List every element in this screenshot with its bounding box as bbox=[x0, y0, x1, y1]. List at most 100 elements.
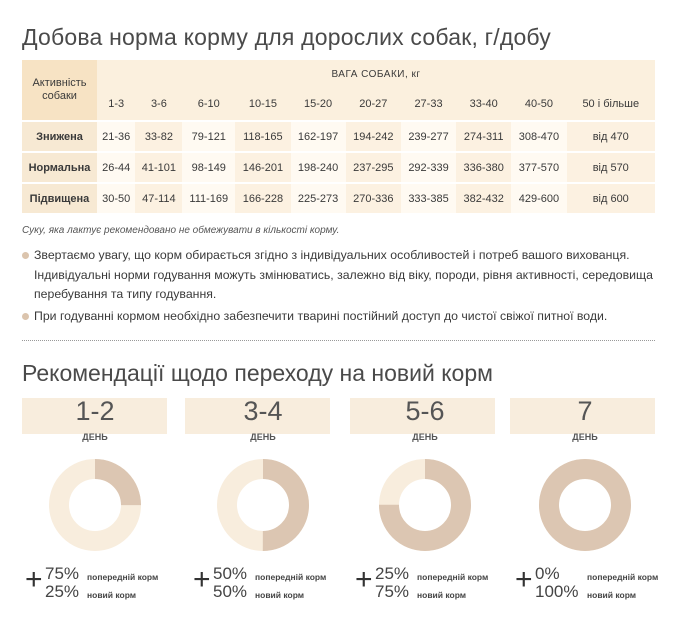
ratio-donut bbox=[379, 459, 471, 551]
table-cell: 333-385 bbox=[400, 182, 457, 213]
ratio-donut bbox=[49, 459, 141, 551]
plus-icon: + bbox=[25, 563, 43, 596]
ratio-donut bbox=[217, 459, 309, 551]
table-cell: 225-273 bbox=[290, 182, 346, 213]
weight-range-header: 1-3 bbox=[97, 88, 136, 120]
table-cell: 47-114 bbox=[135, 182, 183, 213]
feeding-norm-title: Добова норма корму для дорослих собак, г… bbox=[22, 24, 552, 50]
table-cell: 237-295 bbox=[345, 151, 401, 182]
feeding-norm-table: Активність собаки ВАГА СОБАКИ, кг 1-3 3-6… bbox=[22, 60, 655, 213]
table-cell: 336-380 bbox=[456, 151, 512, 182]
table-cell: 33-82 bbox=[135, 120, 183, 151]
weight-range-header: 33-40 bbox=[456, 88, 512, 120]
ratio-legend: +25% попередній корм 75% новий корм bbox=[355, 560, 505, 606]
new-food-percent: 25% bbox=[45, 582, 80, 601]
table-cell: 274-311 bbox=[456, 120, 512, 151]
new-food-label: новий корм bbox=[587, 590, 637, 600]
table-cell: від 570 bbox=[566, 151, 655, 182]
table-cell: 194-242 bbox=[345, 120, 401, 151]
table-cell: 382-432 bbox=[456, 182, 512, 213]
plus-icon: + bbox=[355, 563, 373, 596]
bullet-item: Звертаємо увагу, що корм обирається згід… bbox=[22, 246, 662, 305]
table-cell: від 600 bbox=[566, 182, 655, 213]
weight-range-header: 50 і більше bbox=[566, 88, 655, 120]
weight-range-header: 40-50 bbox=[511, 88, 567, 120]
table-cell: 30-50 bbox=[97, 182, 136, 213]
weight-range-header: 6-10 bbox=[182, 88, 236, 120]
previous-food-percent: 0% bbox=[535, 564, 560, 583]
weight-header: ВАГА СОБАКИ, кг bbox=[97, 60, 655, 88]
day-word: ДЕНЬ bbox=[250, 432, 276, 442]
activity-header: Активність собаки bbox=[22, 60, 97, 120]
table-cell: 377-570 bbox=[511, 151, 567, 182]
ratio-legend: +50% попередній корм 50% новий корм bbox=[193, 560, 343, 606]
bullet-text: Звертаємо увагу, що корм обирається згід… bbox=[34, 248, 653, 301]
transition-title: Рекомендації щодо переходу на новий корм bbox=[22, 360, 493, 386]
table-row: Підвищена 30-50 47-114 111-169 166-228 225-27… bbox=[22, 182, 655, 213]
table-cell: 292-339 bbox=[400, 151, 457, 182]
day-range: 1-2 bbox=[75, 396, 115, 426]
new-food-label: новий корм bbox=[417, 590, 467, 600]
new-food-label: новий корм bbox=[87, 590, 137, 600]
table-row: Нормальна 26-44 41-101 98-149 146-201 198-240… bbox=[22, 151, 655, 182]
table-cell: 98-149 bbox=[182, 151, 236, 182]
bullet-item: При годуванні кормом необхідно забезпечи… bbox=[22, 307, 662, 327]
weight-range-header: 20-27 bbox=[345, 88, 401, 120]
new-food-percent: 50% bbox=[213, 582, 248, 601]
day-band bbox=[350, 398, 495, 434]
plus-icon: + bbox=[193, 563, 211, 596]
weight-range-header: 27-33 bbox=[400, 88, 457, 120]
table-cell: 111-169 bbox=[182, 182, 236, 213]
table-cell: 162-197 bbox=[290, 120, 346, 151]
table-cell: 166-228 bbox=[235, 182, 291, 213]
table-cell: 118-165 bbox=[235, 120, 291, 151]
table-cell: 429-600 bbox=[511, 182, 567, 213]
weight-range-header: 3-6 bbox=[135, 88, 183, 120]
table-cell: від 470 bbox=[566, 120, 655, 151]
previous-food-percent: 50% bbox=[213, 564, 248, 583]
day-word: ДЕНЬ bbox=[82, 432, 108, 442]
bullet-dot-icon bbox=[22, 252, 29, 259]
day-range: 3-4 bbox=[243, 396, 283, 426]
weight-range-header: 15-20 bbox=[290, 88, 346, 120]
table-cell: 26-44 bbox=[97, 151, 136, 182]
activity-label: Знижена bbox=[22, 120, 97, 151]
new-food-percent: 100% bbox=[535, 582, 579, 601]
new-food-slice bbox=[379, 459, 471, 551]
table-cell: 79-121 bbox=[182, 120, 236, 151]
table-cell: 308-470 bbox=[511, 120, 567, 151]
table-cell: 198-240 bbox=[290, 151, 346, 182]
weight-range-header: 10-15 bbox=[235, 88, 291, 120]
ratio-donut bbox=[539, 459, 631, 551]
day-range: 5-6 bbox=[405, 396, 445, 426]
day-band bbox=[510, 398, 655, 434]
table-cell: 270-336 bbox=[345, 182, 401, 213]
day-word: ДЕНЬ bbox=[412, 432, 438, 442]
activity-label: Нормальна bbox=[22, 151, 97, 182]
previous-food-percent: 25% bbox=[375, 564, 410, 583]
new-food-slice bbox=[539, 459, 631, 551]
lactation-note: Суку, яка лактує рекомендовано не обмежу… bbox=[22, 225, 340, 236]
previous-food-label: попередній корм bbox=[417, 572, 489, 582]
day-band bbox=[185, 398, 330, 434]
previous-food-label: попередній корм bbox=[255, 572, 327, 582]
new-food-label: новий корм bbox=[255, 590, 305, 600]
new-food-slice bbox=[217, 459, 309, 551]
table-cell: 239-277 bbox=[400, 120, 457, 151]
previous-food-label: попередній корм bbox=[587, 572, 659, 582]
day-range: 7 bbox=[577, 396, 593, 426]
table-row: Знижена 21-36 33-82 79-121 118-165 162-197 194… bbox=[22, 120, 655, 151]
plus-icon: + bbox=[515, 563, 533, 596]
new-food-percent: 75% bbox=[375, 582, 410, 601]
bullet-dot-icon bbox=[22, 312, 29, 320]
day-word: ДЕНЬ bbox=[572, 432, 598, 442]
ratio-legend: +0% попередній корм 100% новий корм bbox=[515, 560, 665, 606]
previous-food-percent: 75% bbox=[45, 564, 80, 583]
bullet-text: При годуванні кормом необхідно забезпечи… bbox=[34, 308, 608, 323]
new-food-slice bbox=[49, 459, 141, 551]
table-cell: 21-36 bbox=[97, 120, 136, 151]
section-divider bbox=[22, 340, 655, 341]
table-cell: 146-201 bbox=[235, 151, 291, 182]
day-band bbox=[22, 398, 167, 434]
previous-food-label: попередній корм bbox=[87, 572, 159, 582]
